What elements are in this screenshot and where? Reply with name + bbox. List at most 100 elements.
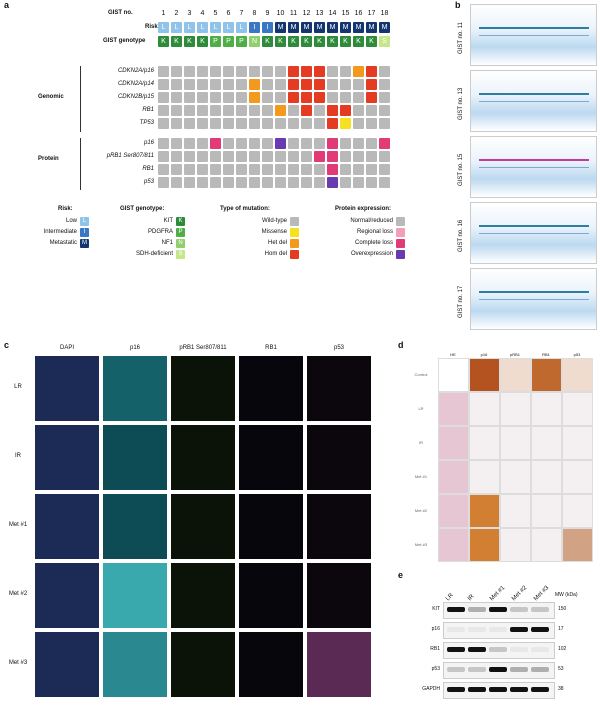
heatmap-cell [327,151,338,162]
heatmap-cell [366,118,377,129]
heatmap-cell [210,177,221,188]
heatmap-cell [184,79,195,90]
blot-label: p53 [431,666,440,672]
heatmap-cell [197,151,208,162]
heatmap-cell [301,105,312,116]
row-label: p16 [143,140,154,146]
blot-lane-label: IR [467,593,476,603]
heatmap-cell [327,105,338,116]
heatmap-cell [197,177,208,188]
heatmap-cell [275,118,286,129]
blot-band [531,647,549,652]
heatmap-cell [262,66,273,77]
blot-band [510,687,528,692]
if-image [35,632,99,697]
heatmap-cell [210,164,221,175]
if-image [103,494,167,559]
heatmap-cell [314,177,325,188]
blot-mw: 53 [558,666,564,672]
genotype-cell: K [301,36,312,47]
heatmap-cell [236,118,247,129]
blot-mw: 102 [558,646,567,652]
heatmap-cell [366,151,377,162]
header-risk: Risk [145,24,158,30]
heatmap-cell [171,92,182,103]
heatmap-cell [340,66,351,77]
heatmap-cell [379,177,390,188]
heatmap-cell [314,79,325,90]
heatmap-cell [223,105,234,116]
heatmap-cell [236,66,247,77]
genotype-cell: P [210,36,221,47]
heatmap-cell [158,105,169,116]
ihc-row-label: Met #3 [414,542,428,547]
heatmap-cell [249,118,260,129]
cnv-baseline [479,299,589,300]
heatmap-cell [262,105,273,116]
legend-label: Missense [261,229,287,235]
heatmap-cell [158,138,169,149]
ihc-image [562,426,593,460]
heatmap-cell [158,118,169,129]
heatmap-cell [171,164,182,175]
ihc-image [469,426,500,460]
row-label: CDKN2A/p16 [117,68,154,74]
ihc-image [438,392,469,426]
ihc-image [562,460,593,494]
heatmap-cell [184,105,195,116]
heatmap-cell [197,92,208,103]
risk-cell: I [249,22,260,33]
heatmap-cell [314,151,325,162]
heatmap-cell [314,118,325,129]
legend-label: Low [65,218,77,224]
heatmap-cell [314,105,325,116]
heatmap-cell [158,92,169,103]
blot-band [468,687,486,692]
legend-genotype-title: GIST genotype: [120,206,165,212]
blot-label: KIT [432,606,440,612]
blot-band [489,667,507,672]
ihc-image [500,358,531,392]
blot-lane-label: Met #1 [489,585,507,603]
gist-number: 12 [302,10,311,17]
panel-label-e: e [398,570,404,580]
heatmap-cell [158,177,169,188]
gist-number: 7 [239,10,244,17]
heatmap-cell [236,105,247,116]
heatmap-cell [262,138,273,149]
genotype-cell: K [275,36,286,47]
row-label: RB1 [142,166,154,172]
genotype-cell: K [158,36,169,47]
genotype-cell: K [171,36,182,47]
heatmap-cell [288,66,299,77]
heatmap-cell [301,151,312,162]
if-image [103,632,167,697]
heatmap-cell [340,138,351,149]
ihc-image [438,358,469,392]
heatmap-cell [314,138,325,149]
if-image [35,563,99,628]
if-image [35,425,99,490]
gist-number: 18 [380,10,389,17]
gist-number: 13 [315,10,324,17]
header-genotype: GIST genotype [103,38,146,44]
ihc-column-header: HE [450,352,456,357]
heatmap-cell [340,105,351,116]
if-column-header: pRB1 Ser807/811 [179,345,227,351]
legend-label: Metastatic [49,240,77,246]
heatmap-cell [262,177,273,188]
blot-band [531,687,549,692]
heatmap-cell [301,177,312,188]
panel-label-c: c [4,340,10,350]
heatmap-cell [301,138,312,149]
heatmap-cell [327,79,338,90]
heatmap-cell [275,164,286,175]
risk-cell: L [184,22,195,33]
risk-cell: M [301,22,312,33]
panel-label-b: b [455,0,461,10]
ihc-image [438,460,469,494]
blot-band [447,627,465,632]
ihc-image [500,494,531,528]
heatmap-cell [223,164,234,175]
heatmap-cell [366,66,377,77]
